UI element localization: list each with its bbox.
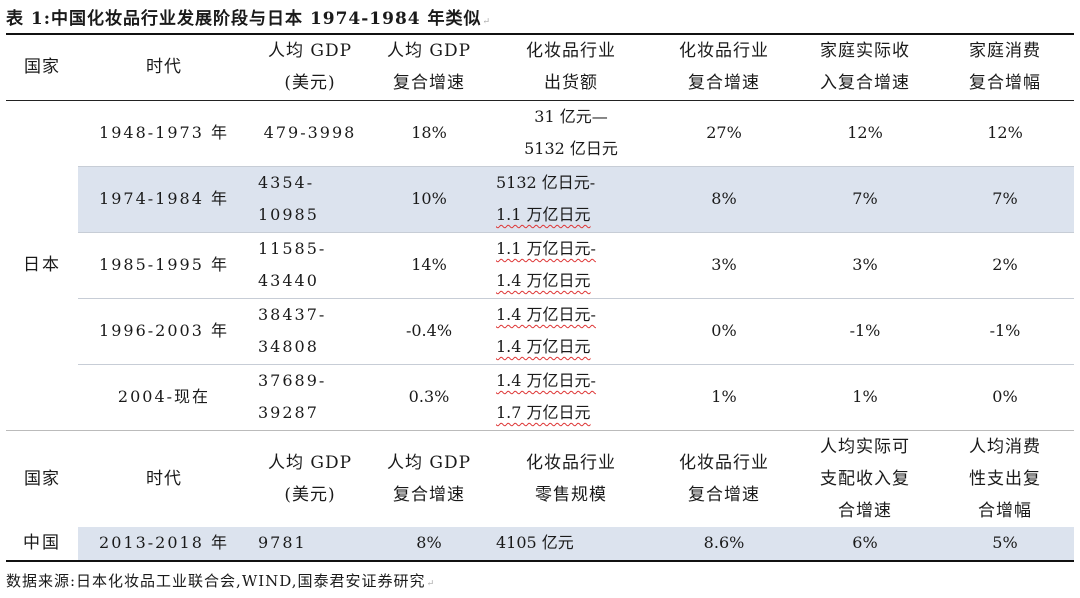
industry-cagr-cell: 8.6% [654, 526, 794, 562]
header-country: 国家 [24, 468, 60, 489]
gdp-cell: 479-3998 [250, 100, 370, 167]
header-era: 时代 [146, 468, 182, 489]
japan-header-row: 国家 时代 人均 GDP (美元) 人均 GDP 复合增速 化妆品行业 出货额 化妆品… [6, 34, 1074, 100]
gdp-cell: 38437- 34808 [250, 298, 370, 365]
header-industry-cagr: 化妆品行业 复合增速 [679, 41, 769, 94]
industry-cagr-cell: 0% [654, 298, 794, 365]
era-cell: 1985-1995 年 [78, 232, 250, 299]
consumption-cagr-cell: 12% [936, 100, 1074, 167]
country-cell-japan: 日本 [6, 100, 78, 431]
shipments-cell: 1.4 万亿日元- 1.7 万亿日元 [488, 364, 654, 431]
caption-text: 表 1:中国化妆品行业发展阶段与日本 1974-1984 年类似 [6, 9, 482, 29]
header-industry-shipments: 化妆品行业 出货额 [526, 41, 616, 94]
gdp-cagr-cell: 14% [370, 232, 488, 299]
shipments-cell: 1.1 万亿日元- 1.4 万亿日元 [488, 232, 654, 299]
data-source-note: 数据来源:日本化妆品工业联合会,WIND,国泰君安证券研究↵ [6, 570, 435, 591]
table-row: 2004-现在 37689- 39287 0.3% 1.4 万亿日元- 1.7 万亿… [6, 364, 1074, 431]
source-text: 数据来源:日本化妆品工业联合会,WIND,国泰君安证券研究 [6, 572, 426, 590]
paragraph-mark-icon: ↵ [426, 579, 436, 589]
paragraph-mark-icon: ↵ [482, 17, 492, 27]
consumption-cagr-cell: 0% [936, 364, 1074, 431]
shipments-cell: 1.4 万亿日元- 1.4 万亿日元 [488, 298, 654, 365]
header-gdp-per-capita: 人均 GDP (美元) [267, 41, 353, 94]
header-household-consumption-cagr: 家庭消费 复合增幅 [969, 41, 1041, 94]
income-cagr-cell: 3% [794, 232, 936, 299]
consumption-cagr-cell: 5% [936, 526, 1074, 562]
header-gdp-cagr: 人均 GDP 复合增速 [386, 452, 472, 505]
header-gdp-cagr: 人均 GDP 复合增速 [386, 41, 472, 94]
era-cell: 2004-现在 [78, 364, 250, 431]
header-era: 时代 [146, 57, 182, 78]
gdp-cagr-cell: 18% [370, 100, 488, 167]
shipments-cell: 5132 亿日元- 1.1 万亿日元 [488, 166, 654, 233]
era-cell: 1948-1973 年 [78, 100, 250, 167]
industry-cagr-cell: 27% [654, 100, 794, 167]
era-cell: 1996-2003 年 [78, 298, 250, 365]
header-industry-retail: 化妆品行业 零售规模 [526, 452, 616, 505]
income-cagr-cell: 7% [794, 166, 936, 233]
industry-cagr-cell: 8% [654, 166, 794, 233]
header-gdp-per-capita: 人均 GDP (美元) [267, 452, 353, 505]
industry-cagr-cell: 1% [654, 364, 794, 431]
income-cagr-cell: 12% [794, 100, 936, 167]
table-row: 日本 1948-1973 年 479-3998 18% 31 亿元— 5132 亿… [6, 100, 1074, 431]
consumption-cagr-cell: -1% [936, 298, 1074, 365]
table-caption: 表 1:中国化妆品行业发展阶段与日本 1974-1984 年类似↵ [6, 4, 491, 29]
industry-cagr-cell: 3% [654, 232, 794, 299]
table-row-highlighted: 1974-1984 年 4354- 10985 10% 5132 亿日元- 1.1 … [6, 166, 1074, 233]
income-cagr-cell: 1% [794, 364, 936, 431]
consumption-cagr-cell: 7% [936, 166, 1074, 233]
table-row: 1985-1995 年 11585- 43440 14% 1.1 万亿日元- 1.4… [6, 232, 1074, 299]
gdp-cagr-cell: 8% [370, 526, 488, 562]
income-cagr-cell: -1% [794, 298, 936, 365]
header-household-income-cagr: 家庭实际收 入复合增速 [820, 41, 910, 94]
china-header-row: 国家 时代 人均 GDP (美元) 人均 GDP 复合增速 化妆品行业 零售规模 化妆… [6, 430, 1074, 527]
header-consumption-spend-cagr: 人均消费 性支出复 合增幅 [969, 436, 1041, 521]
retail-cell: 4105 亿元 [488, 526, 654, 562]
gdp-cell: 4354- 10985 [250, 166, 370, 233]
era-cell: 2013-2018 年 [78, 526, 250, 562]
shipments-cell: 31 亿元— 5132 亿日元 [488, 100, 654, 167]
country-cell-china: 中国 [6, 526, 78, 562]
era-cell: 1974-1984 年 [78, 166, 250, 233]
gdp-cagr-cell: -0.4% [370, 298, 488, 365]
header-disposable-income-cagr: 人均实际可 支配收入复 合增速 [820, 436, 910, 521]
header-industry-cagr: 化妆品行业 复合增速 [679, 452, 769, 505]
gdp-cagr-cell: 10% [370, 166, 488, 233]
consumption-cagr-cell: 2% [936, 232, 1074, 299]
china-data-row: 中国 2013-2018 年 9781 8% 4105 亿元 8.6% 6% 5… [6, 526, 1074, 562]
gdp-cell: 9781 [250, 526, 370, 562]
gdp-cagr-cell: 0.3% [370, 364, 488, 431]
comparison-table: 国家 时代 人均 GDP (美元) 人均 GDP 复合增速 化妆品行业 出货额 化妆品… [6, 33, 1074, 562]
gdp-cell: 37689- 39287 [250, 364, 370, 431]
header-country: 国家 [24, 57, 60, 78]
gdp-cell: 11585- 43440 [250, 232, 370, 299]
table-row: 1996-2003 年 38437- 34808 -0.4% 1.4 万亿日元- 1… [6, 298, 1074, 365]
income-cagr-cell: 6% [794, 526, 936, 562]
